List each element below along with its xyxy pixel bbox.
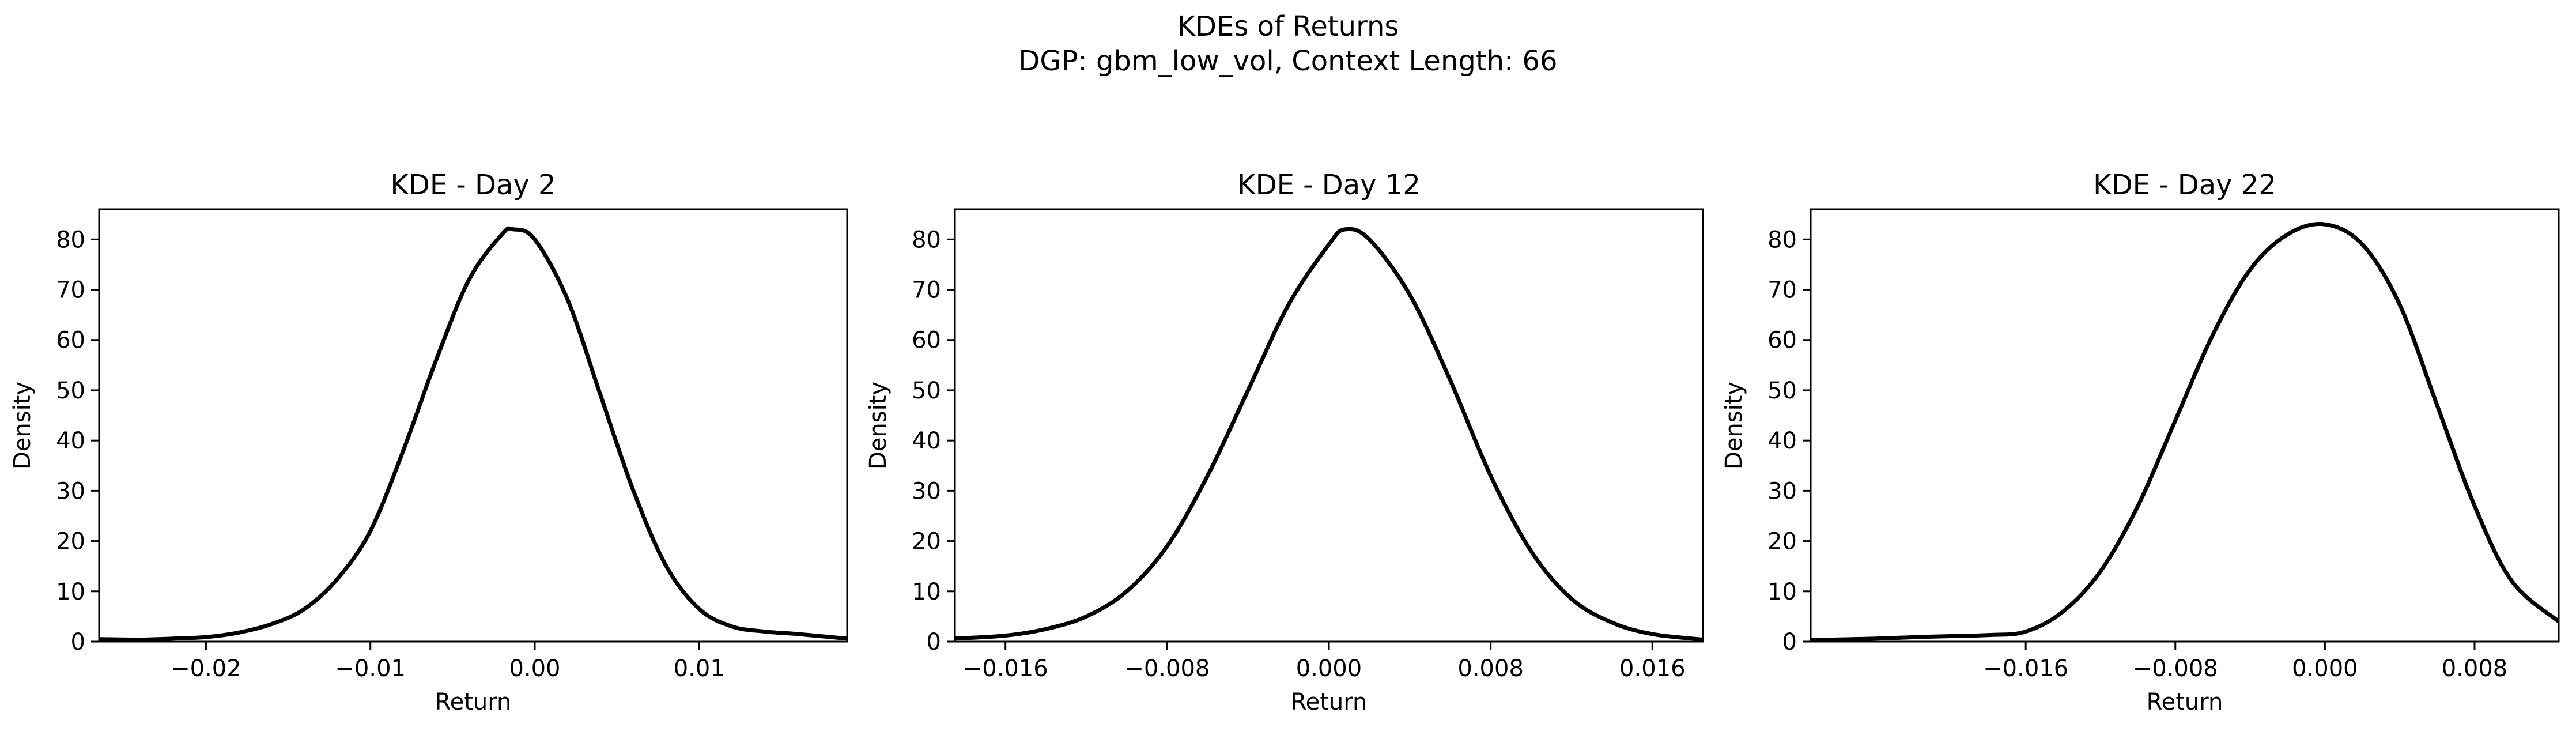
x-tick-label: −0.02 [171, 655, 241, 682]
y-tick-label: 50 [912, 378, 941, 404]
y-tick-label: 60 [912, 327, 941, 354]
y-tick-label: 10 [56, 579, 85, 605]
y-tick-label: 40 [912, 428, 941, 454]
y-tick-label: 0 [927, 629, 941, 655]
y-tick-label: 60 [1767, 327, 1797, 354]
kde-panel-day-2: −0.02 −0.01 0.00 0.01 0 10 20 30 40 50 60 70 80 KDE -… [9, 169, 848, 715]
x-axis-label: Return [1291, 689, 1368, 715]
y-tick-label: 80 [56, 227, 85, 253]
x-tick-label: −0.01 [335, 655, 406, 682]
figure-title-line-2: DGP: gbm_low_vol, Context Length: 66 [1018, 45, 1557, 77]
y-tick-label: 30 [56, 478, 85, 504]
y-tick-label: 40 [56, 428, 85, 454]
x-tick-label: 0.000 [1296, 655, 1362, 682]
x-tick-label: 0.01 [674, 655, 725, 682]
kde-line-series-0 [955, 227, 1703, 642]
y-axis-label: Density [865, 382, 892, 469]
y-tick-label: 60 [56, 327, 85, 354]
y-tick-label: 50 [56, 378, 85, 404]
y-tick-label: 20 [1767, 529, 1797, 555]
plot-frame [1810, 208, 2560, 643]
figure-title-line-1: KDEs of Returns [1177, 10, 1399, 43]
x-tick-label: 0.008 [1457, 655, 1524, 682]
panel-title: KDE - Day 2 [390, 169, 556, 201]
x-tick-label: 0.00 [509, 655, 560, 682]
panel-title: KDE - Day 12 [1237, 169, 1421, 201]
x-tick-label: 0.008 [2442, 655, 2508, 682]
y-tick-label: 20 [912, 529, 941, 555]
x-axis-label: Return [435, 689, 512, 715]
panel-title: KDE - Day 22 [2093, 169, 2276, 201]
y-tick-label: 30 [1767, 478, 1797, 504]
x-tick-label: 0.016 [1619, 655, 1686, 682]
y-tick-label: 70 [56, 277, 85, 304]
y-axis-label: Density [9, 382, 36, 469]
y-tick-label: 10 [912, 579, 941, 605]
x-tick-label: −0.008 [1124, 655, 1210, 682]
y-axis-label: Density [1721, 382, 1747, 469]
x-tick-label: −0.008 [2133, 655, 2218, 682]
plot-frame [954, 208, 1704, 643]
kde-panel-day-12: −0.016 −0.008 0.000 0.008 0.016 0 10 20 30 40 50 60… [865, 169, 1704, 715]
plot-frame [98, 208, 848, 643]
y-tick-label: 80 [912, 227, 941, 253]
y-tick-label: 70 [912, 277, 941, 304]
y-tick-label: 30 [912, 478, 941, 504]
kde-line-series-0 [99, 226, 847, 642]
x-tick-label: −0.016 [1983, 655, 2068, 682]
y-tick-label: 80 [1767, 227, 1797, 253]
y-tick-label: 50 [1767, 378, 1797, 404]
y-tick-label: 20 [56, 529, 85, 555]
y-tick-label: 0 [71, 629, 85, 655]
x-tick-label: 0.000 [2292, 655, 2358, 682]
x-axis-label: Return [2147, 689, 2223, 715]
y-tick-label: 40 [1767, 428, 1797, 454]
kde-line-series-0 [1811, 222, 2559, 642]
kde-panel-day-22: −0.016 −0.008 0.000 0.008 0 10 20 30 40 50 60 70 80 K… [1721, 169, 2560, 715]
y-tick-label: 0 [1782, 629, 1797, 655]
x-tick-label: −0.016 [963, 655, 1048, 682]
y-tick-label: 10 [1767, 579, 1797, 605]
y-tick-label: 70 [1767, 277, 1797, 304]
